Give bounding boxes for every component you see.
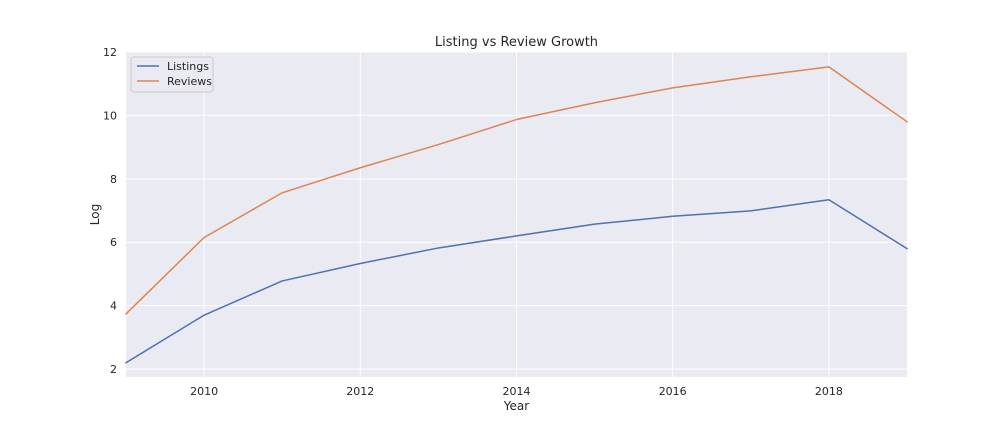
x-tick-label: 2016 <box>659 385 687 398</box>
series-line-reviews <box>124 66 909 315</box>
series-line-listings <box>124 199 909 364</box>
y-tick-label: 6 <box>110 236 117 249</box>
x-tick-label: 2018 <box>815 385 843 398</box>
y-tick-label: 2 <box>110 363 117 376</box>
tick-labels: 2010 2012 2014 2016 2018 2 4 6 8 10 12 <box>103 46 843 398</box>
series-lines <box>124 66 909 364</box>
y-tick-label: 10 <box>103 109 117 122</box>
chart-title: Listing vs Review Growth <box>435 35 598 50</box>
x-tick-label: 2014 <box>503 385 531 398</box>
x-axis-label: Year <box>503 399 529 413</box>
legend-label-reviews: Reviews <box>167 75 212 88</box>
y-tick-label: 4 <box>110 300 117 313</box>
x-tick-label: 2010 <box>190 385 218 398</box>
y-tick-label: 12 <box>103 46 117 59</box>
y-tick-label: 8 <box>110 173 117 186</box>
grid-lines <box>126 51 907 377</box>
legend: Listings Reviews <box>130 56 214 93</box>
x-tick-label: 2012 <box>346 385 374 398</box>
y-axis-label: Log <box>88 204 102 225</box>
legend-label-listings: Listings <box>167 60 209 73</box>
